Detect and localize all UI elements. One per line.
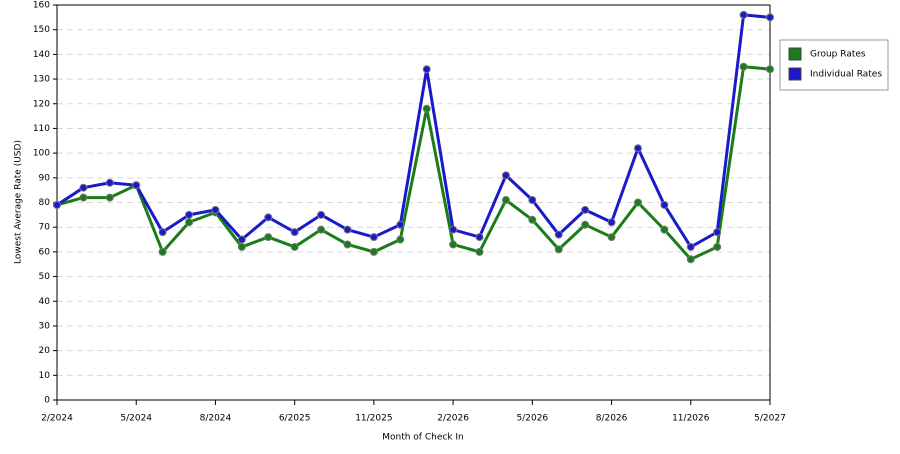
data-point: [581, 220, 590, 229]
data-point: [633, 198, 642, 207]
legend-label: Individual Rates: [810, 70, 882, 80]
data-point: [158, 247, 167, 256]
data-point: [739, 10, 748, 19]
y-tick-label: 140: [33, 50, 50, 60]
data-point: [105, 193, 114, 202]
y-tick-label: 10: [39, 371, 51, 381]
data-point: [290, 228, 299, 237]
legend-swatch: [788, 47, 802, 61]
data-point: [211, 205, 220, 214]
x-tick-label: 2/2024: [41, 414, 73, 424]
x-tick-label: 11/2026: [672, 414, 710, 424]
y-axis-label: Lowest Average Rate (USD): [14, 140, 24, 264]
data-point: [237, 242, 246, 251]
data-point: [237, 235, 246, 244]
data-point: [79, 183, 88, 192]
data-point: [369, 247, 378, 256]
y-tick-label: 160: [33, 1, 50, 11]
data-point: [317, 210, 326, 219]
y-tick-label: 150: [33, 25, 50, 35]
y-tick-label: 70: [39, 223, 51, 233]
x-tick-label: 11/2025: [355, 414, 392, 424]
data-point: [501, 171, 510, 180]
data-point: [449, 240, 458, 249]
legend-label: Group Rates: [810, 50, 866, 60]
data-point: [686, 242, 695, 251]
y-tick-label: 20: [39, 346, 51, 356]
y-tick-label: 120: [33, 99, 50, 109]
data-point: [343, 240, 352, 249]
x-tick-label: 2/2026: [437, 414, 469, 424]
data-point: [528, 215, 537, 224]
data-point: [554, 230, 563, 239]
data-point: [422, 104, 431, 113]
legend-box: [779, 39, 889, 91]
x-tick-label: 8/2024: [200, 414, 232, 424]
data-point: [475, 233, 484, 242]
data-point: [607, 233, 616, 242]
y-tick-label: 100: [33, 149, 50, 159]
data-point: [396, 220, 405, 229]
x-tick-label: 8/2026: [596, 414, 628, 424]
data-point: [686, 255, 695, 264]
data-point: [633, 144, 642, 153]
data-point: [713, 242, 722, 251]
x-tick-label: 5/2026: [516, 414, 548, 424]
x-tick-label: 5/2027: [754, 414, 786, 424]
data-point: [660, 225, 669, 234]
data-point: [185, 210, 194, 219]
y-tick-label: 0: [44, 396, 50, 406]
data-point: [343, 225, 352, 234]
legend-swatch: [788, 67, 802, 81]
data-point: [264, 233, 273, 242]
data-point: [53, 200, 61, 209]
data-point: [317, 225, 326, 234]
y-tick-label: 60: [39, 247, 51, 257]
data-point: [660, 200, 669, 209]
data-point: [422, 65, 431, 74]
x-tick-label: 5/2024: [120, 414, 152, 424]
data-point: [501, 196, 510, 205]
data-point: [79, 193, 88, 202]
data-point: [766, 65, 774, 74]
data-point: [369, 233, 378, 242]
data-point: [105, 178, 114, 187]
data-point: [713, 228, 722, 237]
data-point: [290, 242, 299, 251]
data-point: [396, 235, 405, 244]
series-line: [56, 13, 771, 249]
y-tick-label: 130: [33, 75, 50, 85]
data-point: [581, 205, 590, 214]
y-tick-label: 30: [39, 321, 51, 331]
x-axis-label: Month of Check In: [382, 433, 464, 443]
data-point: [264, 213, 273, 222]
x-tick-label: 6/2025: [279, 414, 311, 424]
data-point: [739, 62, 748, 71]
y-tick-label: 40: [39, 297, 51, 307]
data-point: [158, 228, 167, 237]
data-point: [766, 13, 774, 22]
series-line: [56, 65, 771, 261]
data-point: [607, 218, 616, 227]
data-point: [449, 225, 458, 234]
y-tick-label: 50: [39, 272, 51, 282]
y-tick-label: 90: [39, 173, 51, 183]
data-point: [185, 218, 194, 227]
data-point: [528, 196, 537, 205]
y-tick-label: 110: [33, 124, 50, 134]
y-tick-label: 80: [39, 198, 51, 208]
data-point: [554, 245, 563, 254]
data-point: [475, 247, 484, 256]
data-point: [132, 181, 141, 190]
